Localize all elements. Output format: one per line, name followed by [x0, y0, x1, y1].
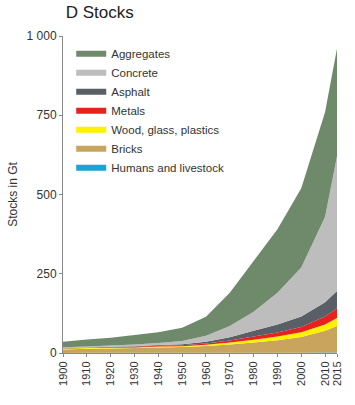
svg-text:Metals: Metals [111, 105, 145, 117]
svg-text:500: 500 [37, 188, 57, 202]
svg-text:1960: 1960 [200, 361, 212, 385]
svg-text:1920: 1920 [104, 361, 116, 385]
svg-text:1 000: 1 000 [27, 29, 57, 43]
svg-text:1900: 1900 [57, 361, 69, 385]
svg-text:1910: 1910 [80, 361, 92, 385]
svg-text:Aggregates: Aggregates [111, 48, 170, 60]
svg-text:1970: 1970 [223, 361, 235, 385]
svg-text:2015: 2015 [331, 361, 343, 385]
svg-text:2010: 2010 [319, 361, 331, 385]
svg-text:1930: 1930 [128, 361, 140, 385]
svg-text:1980: 1980 [247, 361, 259, 385]
svg-text:1950: 1950 [176, 361, 188, 385]
svg-text:250: 250 [37, 267, 57, 281]
svg-text:750: 750 [37, 108, 57, 122]
svg-text:Wood, glass, plastics: Wood, glass, plastics [111, 124, 219, 136]
svg-text:2000: 2000 [295, 361, 307, 385]
svg-text:Stocks in Gt: Stocks in Gt [6, 161, 20, 226]
svg-text:Concrete: Concrete [111, 67, 158, 79]
svg-text:D Stocks: D Stocks [66, 3, 134, 22]
svg-text:Humans and livestock: Humans and livestock [111, 162, 224, 174]
svg-text:0: 0 [50, 346, 57, 360]
svg-text:Bricks: Bricks [111, 143, 143, 155]
svg-text:1940: 1940 [152, 361, 164, 385]
svg-text:1990: 1990 [271, 361, 283, 385]
svg-text:Asphalt: Asphalt [111, 86, 150, 98]
